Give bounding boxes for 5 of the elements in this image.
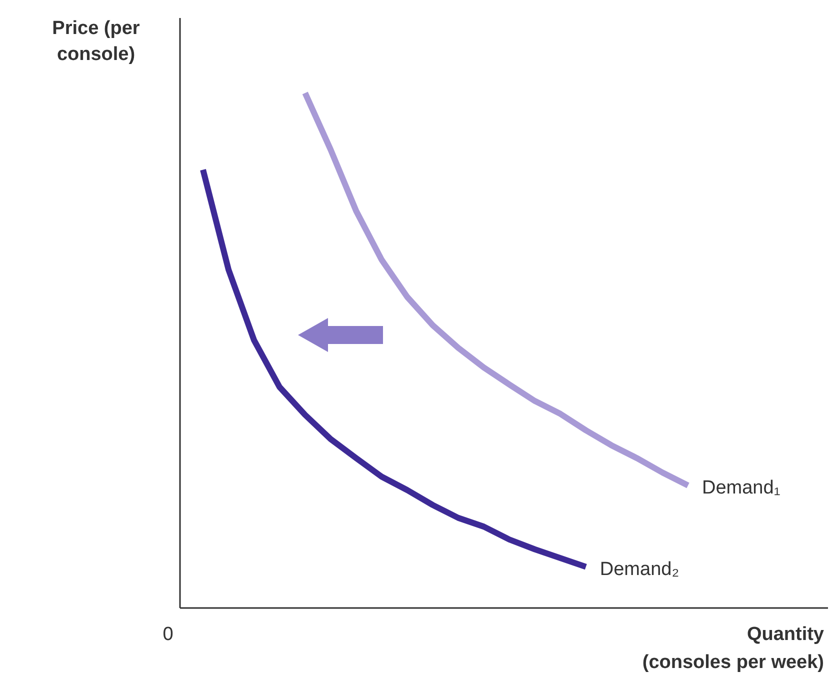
y-axis-title: Price (per console) <box>52 18 140 65</box>
series-label: Demand₂ <box>600 558 680 580</box>
text: 0 <box>162 624 174 645</box>
series-label: Demand₁ <box>702 477 780 498</box>
x-axis-title: Quantity (consoles per week) <box>642 624 824 673</box>
